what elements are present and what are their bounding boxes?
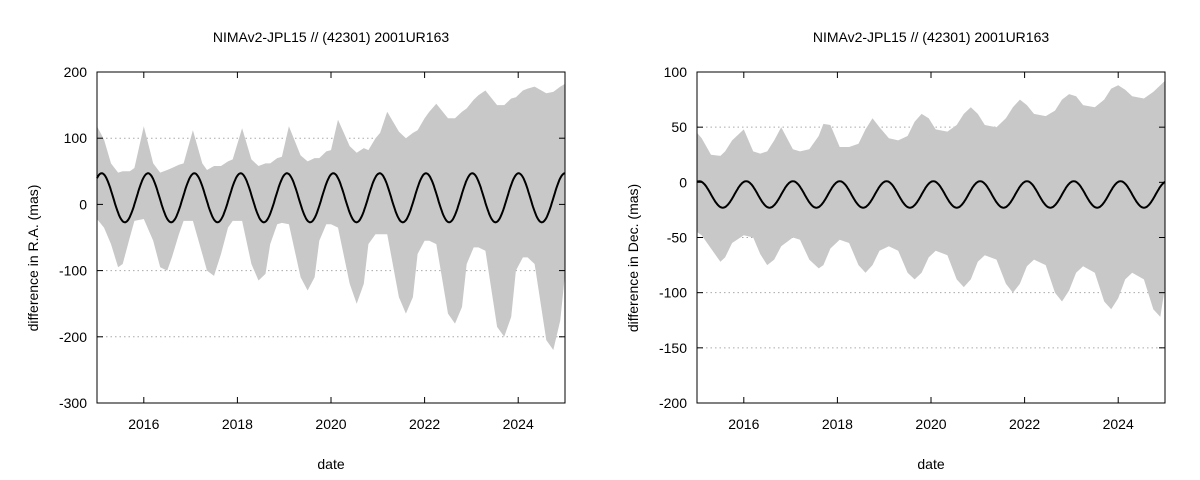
x-tick-label: 2022 <box>1009 416 1040 432</box>
x-tick-label: 2020 <box>315 416 346 432</box>
y-tick-label: -100 <box>659 285 687 301</box>
y-tick-label: -150 <box>659 340 687 356</box>
chart-title: NIMAv2-JPL15 // (42301) 2001UR163 <box>213 29 450 45</box>
x-tick-label: 2016 <box>728 416 759 432</box>
y-tick-label: -100 <box>59 263 87 279</box>
y-tick-label: 0 <box>79 196 87 212</box>
x-tick-label: 2022 <box>409 416 440 432</box>
y-tick-label: 0 <box>679 174 687 190</box>
y-tick-label: 50 <box>671 119 687 135</box>
x-axis-label: date <box>917 456 944 472</box>
y-tick-label: 100 <box>64 130 88 146</box>
y-axis-label: difference in Dec. (mas) <box>625 184 641 332</box>
chart-title: NIMAv2-JPL15 // (42301) 2001UR163 <box>813 29 1050 45</box>
x-tick-label: 2024 <box>1103 416 1134 432</box>
x-tick-label: 2018 <box>822 416 853 432</box>
chart-dec-difference: -200 -150 -100 -50 0 50 100 2016 2018 2020 2022 202… <box>625 29 1166 472</box>
y-tick-label: -200 <box>59 329 87 345</box>
x-tick-label: 2020 <box>915 416 946 432</box>
uncertainty-band <box>697 80 1165 317</box>
difference-line <box>96 172 566 224</box>
plot-area: -300 -200 -100 0 100 200 2016 2018 2020 2022 2024 <box>59 64 566 432</box>
y-tick-label: 200 <box>64 64 88 80</box>
x-axis-label: date <box>317 456 344 472</box>
y-tick-label: -50 <box>667 230 687 246</box>
y-axis-label: difference in R.A. (mas) <box>25 185 41 332</box>
y-tick-label: 100 <box>664 64 688 80</box>
x-tick-label: 2016 <box>128 416 159 432</box>
x-tick-label: 2024 <box>503 416 534 432</box>
y-tick-label: -300 <box>59 395 87 411</box>
uncertainty-band <box>97 83 565 351</box>
chart-ra-difference: -300 -200 -100 0 100 200 2016 2018 2020 2022 2024 N… <box>25 29 566 472</box>
y-tick-label: -200 <box>659 395 687 411</box>
x-tick-label: 2018 <box>222 416 253 432</box>
difference-line <box>696 180 1166 209</box>
plot-area: -200 -150 -100 -50 0 50 100 2016 2018 2020 2022 202… <box>659 64 1166 432</box>
